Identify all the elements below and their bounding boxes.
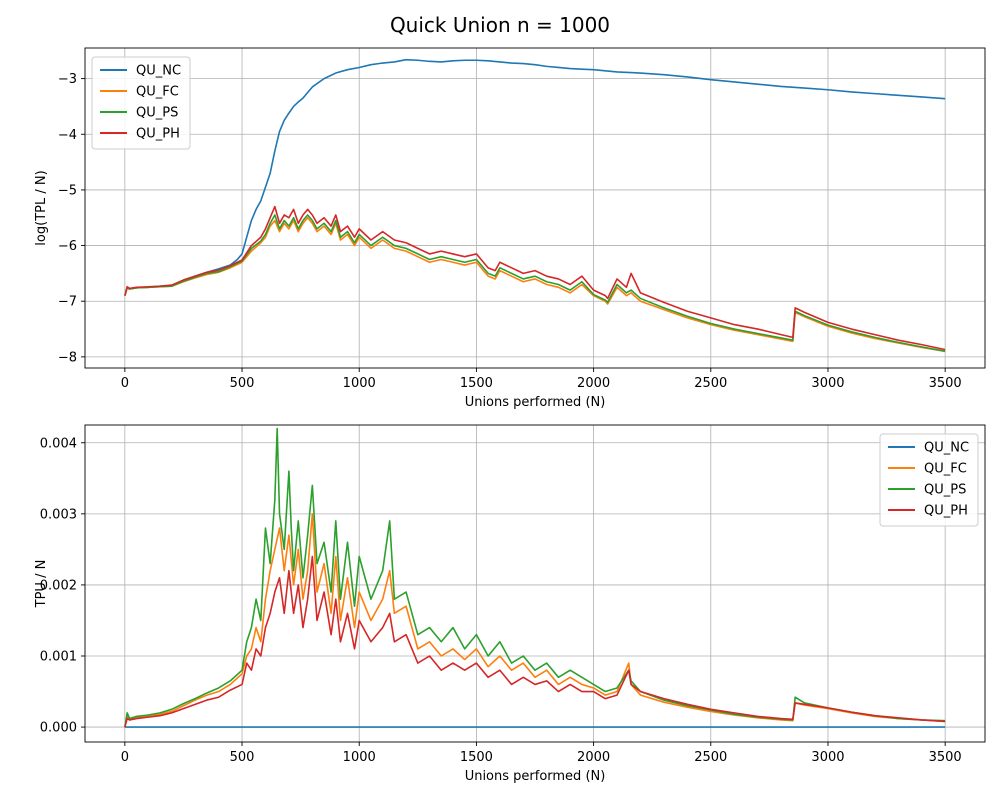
figure-title: Quick Union n = 1000 — [390, 13, 610, 37]
bottom-chart-panel: 0 500 1000 1500 2000 2500 3000 3500 0.000 0.001 0.… — [34, 424, 986, 784]
chart-1-x-tick-label: 2000 — [577, 750, 610, 765]
chart-0-legend: QU_NC QU_FC QU_PS QU_PH — [91, 56, 191, 150]
chart-1-x-tick-label: 2500 — [694, 750, 727, 765]
chart-0-y-tick-label: −7 — [58, 295, 77, 310]
chart-1-y-tick-label: 0.001 — [40, 649, 77, 664]
chart-0-legend-label: QU_FC — [136, 85, 179, 100]
chart-1-x-tick-label: 1000 — [343, 750, 376, 765]
chart-0-legend-label: QU_PH — [136, 127, 180, 142]
chart-0-y-axis-label: log(TPL / N) — [34, 170, 49, 245]
chart-0-legend-box — [91, 56, 191, 150]
chart-1-series-group — [124, 427, 946, 728]
chart-0-series-group — [124, 58, 946, 353]
chart-1-axes-frame — [84, 424, 986, 743]
chart-1-series-line-qu-ps — [124, 427, 946, 728]
chart-0-y-tick-label: −8 — [58, 350, 77, 365]
chart-0-y-tick-label: −3 — [58, 72, 77, 87]
chart-0-x-tick-label: 1000 — [343, 376, 376, 391]
chart-0-y-tick-label: −6 — [58, 239, 77, 254]
chart-1-legend-label: QU_NC — [924, 441, 969, 456]
chart-0-series-line-qu-nc — [124, 58, 946, 296]
chart-1-y-tick-label: 0.000 — [40, 721, 77, 736]
chart-1-legend: QU_NC QU_FC QU_PS QU_PH — [879, 433, 979, 527]
chart-0-x-tick-label: 1500 — [460, 376, 493, 391]
chart-1-y-tick-label: 0.004 — [40, 436, 77, 451]
chart-0-legend-label: QU_PS — [136, 106, 178, 121]
chart-1-legend-label: QU_PS — [924, 483, 966, 498]
chart-1-x-tick-label: 1500 — [460, 750, 493, 765]
chart-1-legend-box — [879, 433, 979, 527]
chart-0-y-tick-label: −5 — [58, 183, 77, 198]
chart-0-axes-frame — [84, 47, 986, 369]
chart-0-x-tick-label: 2500 — [694, 376, 727, 391]
chart-1-y-tick-label: 0.002 — [40, 578, 77, 593]
chart-0-y-tick-label: −4 — [58, 128, 77, 143]
chart-1-y-tick-label: 0.003 — [40, 507, 77, 522]
chart-0-x-tick-label: 2000 — [577, 376, 610, 391]
chart-1-y-axis-label: TPU / N — [34, 560, 49, 609]
chart-1-x-axis-label: Unions performed (N) — [465, 769, 606, 784]
chart-1-legend-label: QU_FC — [924, 462, 967, 477]
chart-0-x-tick-label: 0 — [121, 376, 129, 391]
chart-0-x-tick-label: 500 — [230, 376, 255, 391]
chart-1-x-tick-label: 500 — [230, 750, 255, 765]
chart-0-series-line-qu-fc — [124, 216, 946, 353]
chart-0-legend-label: QU_NC — [136, 64, 181, 79]
chart-1-x-tick-label: 3000 — [811, 750, 844, 765]
chart-0-x-tick-label: 3500 — [929, 376, 962, 391]
chart-1-series-line-qu-fc — [124, 513, 946, 728]
chart-0-series-line-qu-ph — [124, 205, 946, 351]
top-chart-panel: 0 500 1000 1500 2000 2500 3000 3500 −8 −7 −6 −5 −4 −3… — [34, 47, 986, 410]
chart-0-x-tick-label: 3000 — [811, 376, 844, 391]
chart-1-series-line-qu-ph — [124, 555, 946, 728]
chart-0-series-line-qu-ps — [124, 214, 946, 353]
chart-1-legend-label: QU_PH — [924, 504, 968, 519]
chart-1-x-tick-label: 0 — [121, 750, 129, 765]
chart-1-x-tick-label: 3500 — [929, 750, 962, 765]
chart-0-x-axis-label: Unions performed (N) — [465, 395, 606, 410]
